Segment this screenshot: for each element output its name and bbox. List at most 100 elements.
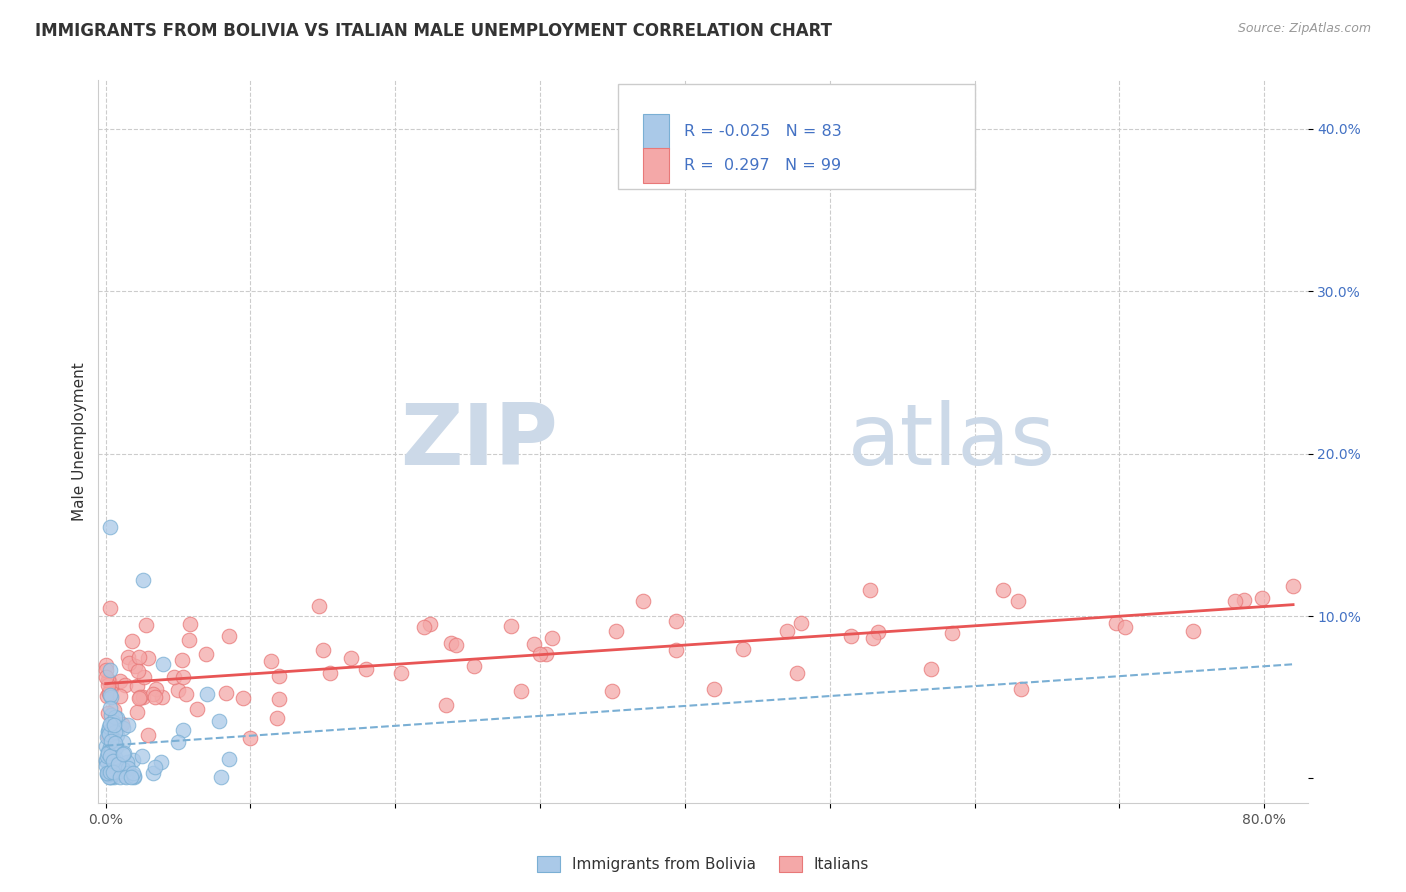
Point (101, 765, 124, 780)
FancyBboxPatch shape (643, 148, 669, 183)
Point (605, 624, 627, 639)
Point (1181, 624, 1204, 638)
Point (101, 723, 124, 737)
Text: atlas: atlas (848, 400, 1056, 483)
Point (541, 632, 564, 646)
Point (166, 735, 188, 749)
Text: R = -0.025   N = 83: R = -0.025 N = 83 (683, 124, 841, 139)
Point (128, 649, 150, 664)
Point (97, 767, 120, 781)
Point (98, 673, 121, 688)
Point (209, 770, 232, 784)
Point (232, 690, 254, 705)
Point (145, 682, 167, 697)
Point (112, 747, 135, 762)
Point (534, 647, 557, 661)
Point (110, 673, 132, 688)
Point (1282, 578, 1305, 592)
Point (786, 665, 808, 680)
Point (117, 761, 139, 775)
Point (98, 725, 121, 739)
Point (215, 686, 238, 700)
Point (1114, 620, 1136, 634)
Point (356, 662, 378, 676)
Point (98, 717, 121, 731)
Point (941, 626, 963, 640)
Point (97, 747, 120, 761)
Point (98, 766, 121, 780)
Point (118, 656, 141, 670)
Point (103, 703, 125, 717)
Point (602, 683, 624, 698)
Point (100, 734, 122, 748)
Point (108, 770, 131, 784)
Point (131, 573, 153, 587)
Point (1105, 615, 1128, 630)
Point (633, 594, 655, 608)
Point (117, 650, 139, 665)
FancyBboxPatch shape (619, 84, 976, 189)
Point (98, 601, 121, 615)
Point (98, 770, 121, 784)
Point (218, 629, 240, 643)
Point (124, 659, 146, 673)
Point (218, 751, 240, 765)
Point (132, 670, 155, 684)
Point (142, 688, 165, 702)
Point (862, 631, 884, 645)
Point (167, 683, 190, 698)
Point (104, 710, 127, 724)
Point (100, 733, 122, 747)
Point (993, 582, 1015, 597)
Point (1007, 594, 1029, 608)
Point (100, 681, 122, 695)
Point (117, 718, 139, 732)
Text: ZIP: ZIP (401, 400, 558, 483)
Point (308, 599, 330, 613)
Point (269, 669, 291, 683)
Point (100, 690, 122, 704)
Point (150, 755, 173, 769)
Point (120, 770, 142, 784)
Point (127, 665, 149, 679)
Point (141, 765, 163, 780)
Point (103, 714, 125, 729)
Point (419, 616, 441, 631)
Point (96, 754, 118, 768)
Point (96, 766, 118, 780)
Point (523, 637, 546, 651)
Point (112, 721, 135, 735)
Point (97, 727, 120, 741)
Point (122, 753, 145, 767)
Point (122, 769, 145, 783)
Point (122, 766, 145, 780)
Point (143, 760, 166, 774)
Point (434, 698, 457, 713)
Point (340, 650, 363, 665)
Point (104, 724, 127, 739)
Point (1251, 591, 1274, 606)
Point (112, 734, 135, 748)
Point (107, 710, 129, 724)
Point (104, 736, 127, 750)
Point (1225, 594, 1247, 608)
Point (319, 666, 342, 681)
Point (529, 648, 551, 662)
Point (195, 647, 218, 661)
Point (114, 678, 136, 692)
Point (389, 665, 412, 680)
Point (98, 762, 121, 776)
Y-axis label: Male Unemployment: Male Unemployment (72, 362, 87, 521)
Point (179, 632, 201, 647)
Point (104, 756, 127, 770)
Point (463, 658, 485, 673)
Point (98, 520, 121, 534)
Point (790, 616, 813, 631)
Point (94, 758, 117, 772)
Point (1233, 593, 1256, 607)
Point (1010, 682, 1032, 697)
Point (440, 635, 463, 649)
Point (100, 707, 122, 722)
Point (96, 753, 118, 767)
Point (195, 687, 218, 701)
